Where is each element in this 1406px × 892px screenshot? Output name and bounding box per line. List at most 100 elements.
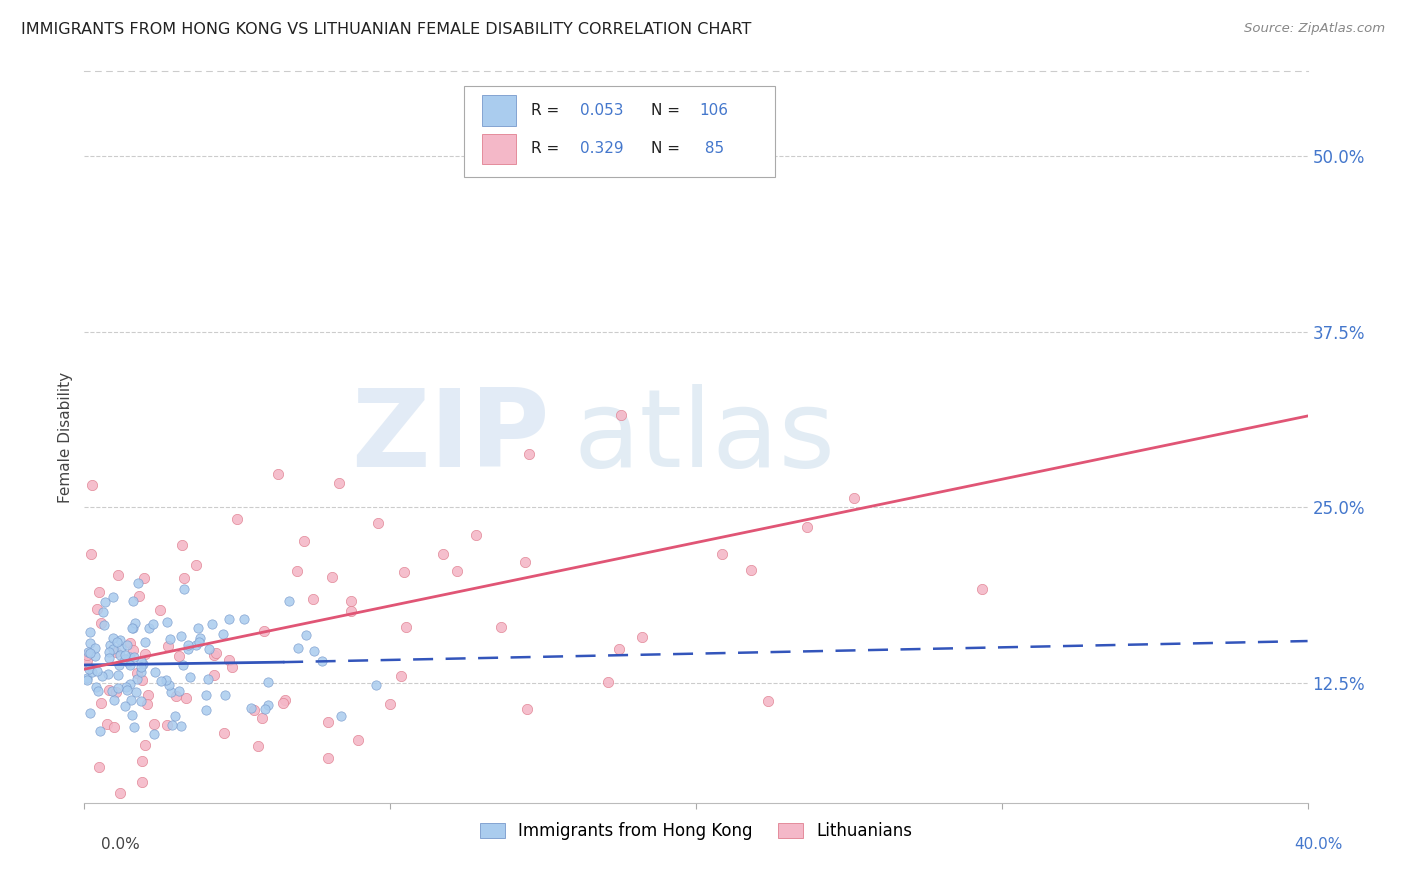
Point	[517, 447, 540, 461]
Point	[513, 555, 536, 569]
Point	[76, 644, 98, 658]
Point	[135, 697, 157, 711]
Point	[316, 714, 339, 729]
Point	[150, 673, 173, 688]
Point	[184, 558, 207, 573]
Point	[170, 629, 193, 643]
Point	[287, 641, 309, 656]
Point	[115, 680, 138, 694]
Point	[134, 739, 156, 753]
Point	[79, 706, 101, 720]
Point	[129, 694, 152, 708]
Bar	[482, 134, 516, 164]
Point	[630, 630, 652, 644]
Point	[278, 594, 301, 608]
Point	[172, 657, 194, 672]
Point	[107, 681, 129, 696]
Text: atlas: atlas	[574, 384, 835, 490]
Point	[90, 669, 112, 683]
Point	[108, 648, 131, 662]
Point	[103, 692, 125, 706]
Point	[124, 615, 146, 630]
Point	[167, 684, 190, 698]
Point	[186, 638, 208, 652]
Point	[796, 520, 818, 534]
Point	[84, 640, 107, 655]
Point	[271, 696, 294, 710]
Point	[285, 564, 308, 578]
Point	[76, 673, 98, 688]
Point	[165, 709, 187, 723]
Point	[187, 621, 209, 635]
Point	[170, 719, 193, 733]
Point	[121, 643, 143, 657]
Point	[489, 620, 512, 634]
Point	[89, 723, 111, 738]
Point	[79, 646, 101, 660]
Point	[138, 621, 160, 635]
Point	[120, 693, 142, 707]
Point	[120, 677, 142, 691]
Point	[389, 669, 412, 683]
Point	[465, 528, 488, 542]
Point	[214, 688, 236, 702]
Point	[104, 685, 127, 699]
Point	[596, 674, 619, 689]
Point	[254, 702, 277, 716]
Point	[392, 565, 415, 579]
Point	[202, 648, 225, 662]
Point	[250, 711, 273, 725]
Point	[432, 547, 454, 561]
Point	[225, 512, 247, 526]
Point	[97, 682, 120, 697]
Point	[108, 632, 131, 647]
Point	[177, 638, 200, 652]
Point	[142, 616, 165, 631]
Point	[125, 685, 148, 699]
Point	[79, 636, 101, 650]
Point	[103, 719, 125, 733]
Y-axis label: Female Disability: Female Disability	[58, 371, 73, 503]
Point	[125, 665, 148, 680]
Point	[76, 648, 98, 663]
Point	[516, 702, 538, 716]
Point	[157, 639, 180, 653]
Point	[90, 615, 112, 630]
Text: R =: R =	[531, 103, 564, 118]
Point	[142, 716, 165, 731]
Point	[240, 701, 263, 715]
Point	[214, 725, 236, 739]
Point	[198, 641, 221, 656]
Point	[247, 739, 270, 753]
Point	[115, 638, 138, 652]
Point	[115, 683, 138, 698]
Point	[120, 649, 142, 664]
Point	[844, 491, 866, 505]
Point	[105, 645, 128, 659]
Point	[129, 654, 152, 668]
Text: 0.053: 0.053	[579, 103, 623, 118]
Point	[136, 688, 159, 702]
Point	[122, 621, 145, 635]
Point	[101, 631, 124, 645]
Point	[87, 585, 110, 599]
Point	[155, 673, 177, 688]
Point	[267, 467, 290, 481]
Point	[202, 667, 225, 681]
Point	[131, 755, 153, 769]
Point	[121, 621, 143, 635]
Point	[201, 616, 224, 631]
Text: R =: R =	[531, 141, 564, 156]
Point	[97, 667, 120, 681]
Point	[221, 660, 243, 674]
Point	[122, 650, 145, 665]
Point	[80, 478, 103, 492]
Point	[321, 570, 343, 584]
Point	[79, 624, 101, 639]
Bar	[482, 95, 516, 127]
Point	[311, 654, 333, 668]
Point	[93, 618, 115, 632]
Text: N =: N =	[651, 141, 685, 156]
Point	[118, 636, 141, 650]
Point	[740, 563, 762, 577]
